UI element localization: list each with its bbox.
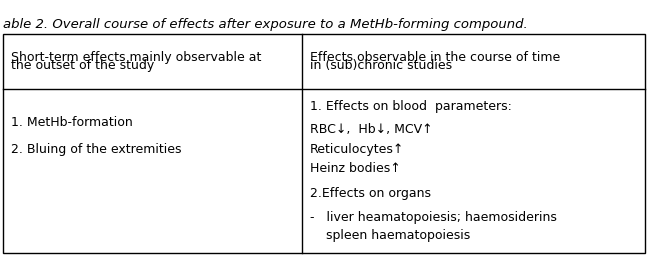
Text: spleen haematopoiesis: spleen haematopoiesis [310, 229, 470, 242]
Text: RBC↓,  Hb↓, MCV↑: RBC↓, Hb↓, MCV↑ [310, 123, 433, 136]
Text: Short-term effects mainly observable at: Short-term effects mainly observable at [11, 51, 261, 64]
Text: Heinz bodies↑: Heinz bodies↑ [310, 162, 400, 175]
Text: 1. Effects on blood  parameters:: 1. Effects on blood parameters: [310, 100, 512, 113]
Text: Effects observable in the course of time: Effects observable in the course of time [310, 51, 561, 64]
Bar [3, 34, 645, 253]
Text: able 2. Overall course of effects after exposure to a MetHb-forming compound.: able 2. Overall course of effects after … [3, 18, 528, 31]
Text: Reticulocytes↑: Reticulocytes↑ [310, 143, 404, 156]
Text: 1. MetHb-formation: 1. MetHb-formation [11, 116, 133, 129]
Text: -   liver heamatopoiesis; haemosiderins: - liver heamatopoiesis; haemosiderins [310, 211, 557, 224]
Text: in (sub)chronic studies: in (sub)chronic studies [310, 59, 452, 72]
Text: the outset of the study: the outset of the study [11, 59, 154, 72]
Text: 2.Effects on organs: 2.Effects on organs [310, 187, 431, 200]
Text: 2. Bluing of the extremities: 2. Bluing of the extremities [11, 143, 181, 156]
